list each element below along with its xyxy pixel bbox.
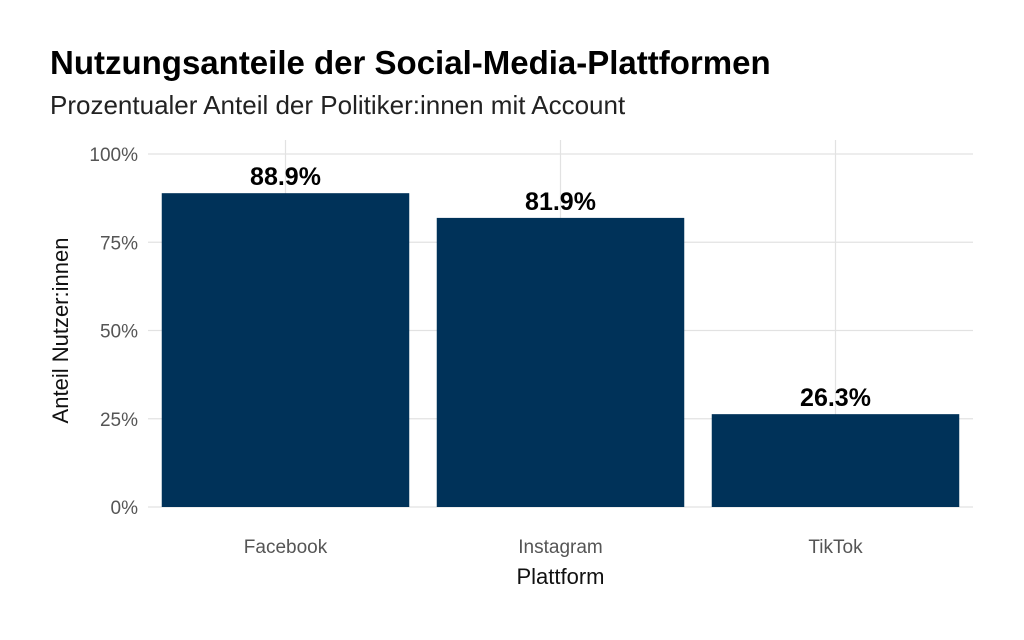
data-label: 88.9% [250,163,321,191]
y-tick-label: 75% [100,233,138,254]
y-tick-label: 25% [100,410,138,431]
data-label: 26.3% [800,384,871,412]
y-tick-label: 100% [89,145,138,166]
x-tick-label: Facebook [244,537,328,558]
bar-instagram [436,217,685,507]
bar-tiktok [711,414,960,507]
bar-facebook [161,193,410,508]
y-tick-label: 50% [100,322,138,343]
x-tick-label: Instagram [518,537,602,558]
y-axis-title: Anteil Nutzer:innen [48,238,73,424]
chart-subtitle: Prozentualer Anteil der Politiker:innen … [50,90,626,120]
x-tick-label: TikTok [808,537,863,558]
data-label: 81.9% [525,188,596,216]
chart-title: Nutzungsanteile der Social-Media-Plattfo… [50,44,771,81]
y-tick-label: 0% [111,498,139,519]
x-axis-title: Plattform [516,564,604,589]
